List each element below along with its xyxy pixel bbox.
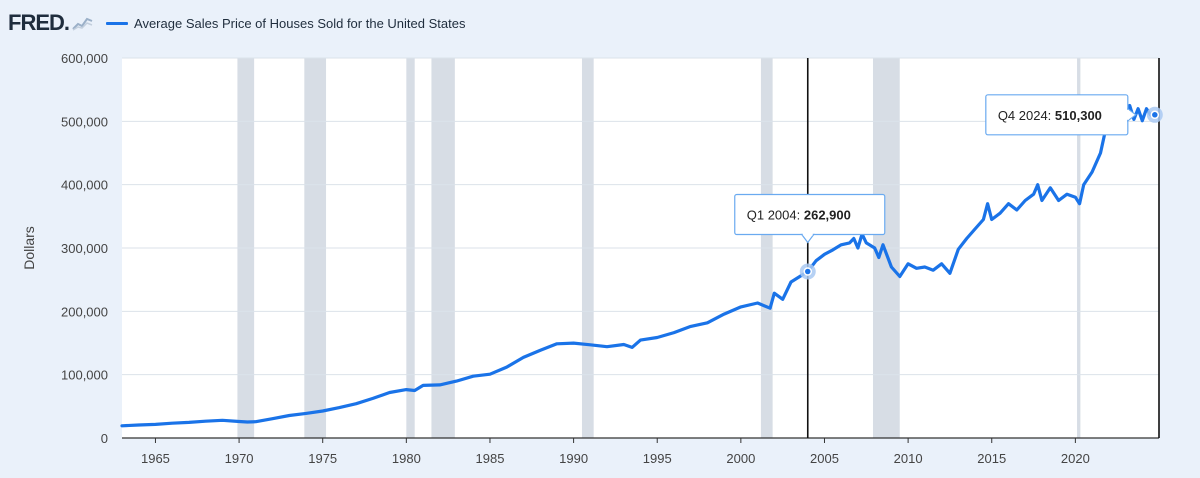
y-tick-label: 100,000 — [61, 368, 108, 383]
x-tick-label: 2000 — [726, 451, 755, 466]
x-tick-label: 1995 — [643, 451, 672, 466]
y-axis-ticks: 0 100,000 200,000 300,000 400,000 500,000 600,… — [61, 51, 108, 446]
y-tick-label: 200,000 — [61, 304, 108, 319]
chart-header: FRED. Average Sales Price of Houses Sold… — [8, 10, 465, 36]
y-axis-label: Dollars — [21, 226, 37, 270]
data-point-marker[interactable] — [803, 267, 813, 276]
tooltip-value: 262,900 — [804, 207, 851, 222]
x-tick-label: 2010 — [894, 451, 923, 466]
legend-label: Average Sales Price of Houses Sold for t… — [134, 15, 466, 31]
legend-swatch — [106, 21, 129, 25]
y-tick-label: 0 — [101, 431, 108, 446]
x-tick-label: 2020 — [1061, 451, 1090, 466]
tooltip-text: Q4 2024: 510,300 — [998, 108, 1102, 123]
x-axis-ticks: 1965 1970 1975 1980 1985 1990 1995 2000 2005 2010… — [122, 58, 1160, 466]
series-line[interactable] — [120, 103, 1157, 428]
x-tick-label: 1990 — [559, 451, 588, 466]
tooltip-value: 510,300 — [1055, 108, 1102, 123]
x-tick-label: 1980 — [392, 451, 421, 466]
fred-logo[interactable]: FRED. — [8, 10, 70, 35]
tooltip-date: Q1 2004: — [747, 207, 804, 222]
annotations: Q1 2004: 262,900 Q4 2024: 510,300 — [734, 58, 1163, 438]
x-tick-label: 2005 — [810, 451, 839, 466]
y-tick-label: 300,000 — [61, 241, 108, 256]
y-tick-label: 400,000 — [61, 178, 108, 193]
y-tick-label: 500,000 — [61, 114, 108, 129]
x-tick-label: 1985 — [476, 451, 505, 466]
x-tick-label: 1965 — [141, 451, 170, 466]
x-tick-label: 1970 — [225, 451, 254, 466]
x-tick-label: 1975 — [308, 451, 337, 466]
fred-graph-icon — [72, 17, 93, 31]
series-layer — [120, 103, 1157, 428]
tooltip-text: Q1 2004: 262,900 — [747, 207, 851, 222]
y-tick-label: 600,000 — [61, 51, 108, 66]
x-tick-label: 2015 — [977, 451, 1006, 466]
data-point-marker[interactable] — [1150, 110, 1160, 120]
tooltip-date: Q4 2024: — [998, 108, 1055, 123]
